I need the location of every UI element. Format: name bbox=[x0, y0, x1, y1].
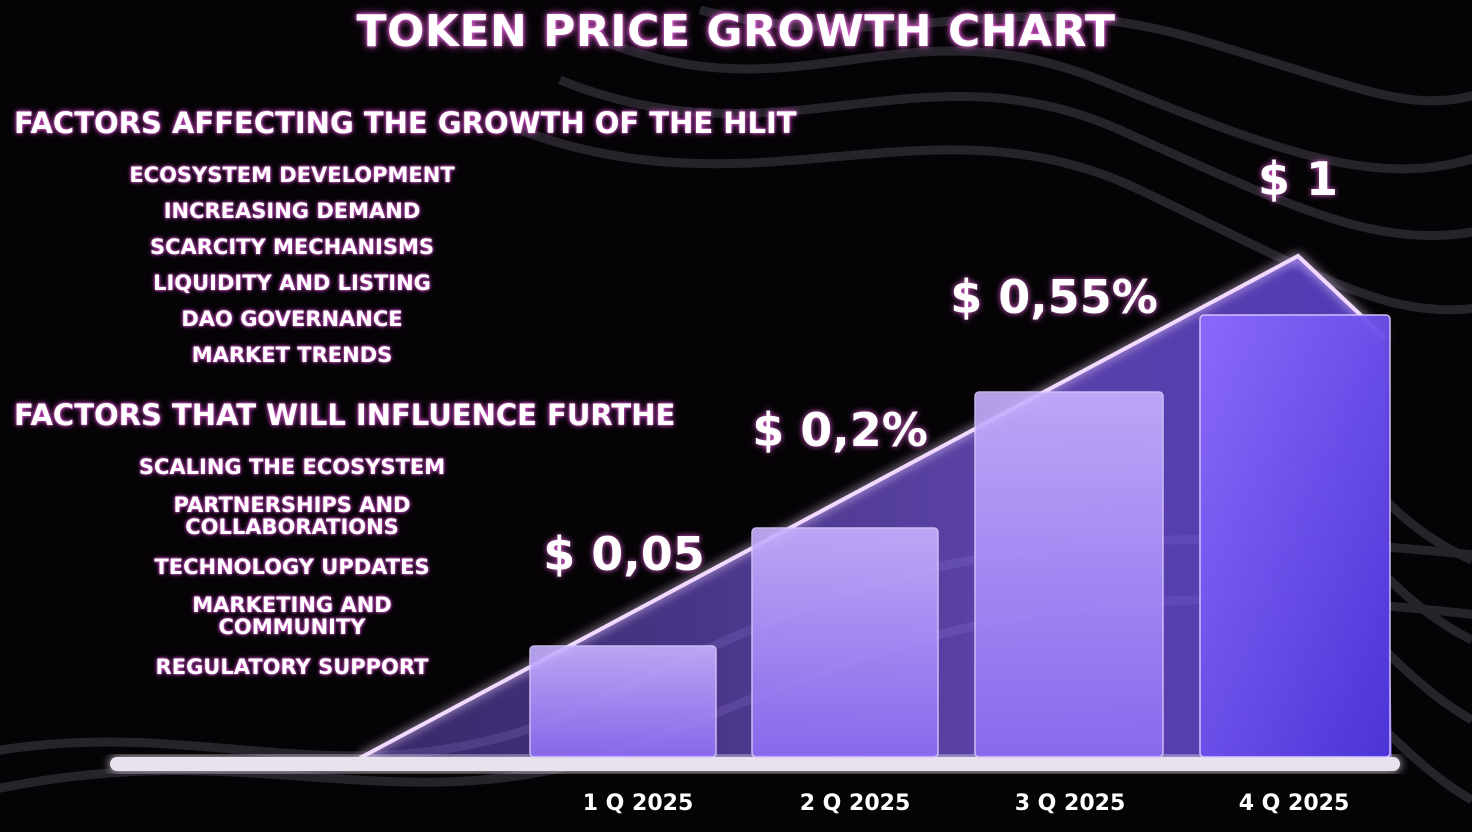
chart-baseline bbox=[110, 757, 1400, 771]
bar-2 bbox=[751, 527, 939, 758]
future-factor-item: REGULATORY SUPPORT bbox=[155, 655, 429, 679]
growth-factor-item: INCREASING DEMAND bbox=[163, 199, 421, 223]
future-factor-item: PARTNERSHIPS AND COLLABORATIONS bbox=[173, 493, 411, 539]
bar-1 bbox=[529, 645, 717, 758]
growth-factor-item: LIQUIDITY AND LISTING bbox=[153, 271, 431, 295]
future-factors-list: SCALING THE ECOSYSTEM PARTNERSHIPS AND C… bbox=[92, 456, 492, 694]
price-label-2: $ 0,2% bbox=[752, 403, 928, 457]
price-label-3: $ 0,55% bbox=[950, 270, 1158, 324]
future-factor-item: SCALING THE ECOSYSTEM bbox=[138, 455, 446, 479]
growth-factors-list: ECOSYSTEM DEVELOPMENT INCREASING DEMAND … bbox=[92, 164, 492, 380]
quarter-label-3: 3 Q 2025 bbox=[1015, 791, 1126, 816]
quarter-label-1: 1 Q 2025 bbox=[583, 791, 694, 816]
bar-3 bbox=[974, 391, 1164, 758]
quarter-label-2: 2 Q 2025 bbox=[800, 791, 911, 816]
growth-triangle-edge bbox=[359, 253, 1387, 760]
price-label-4: $ 1 bbox=[1258, 152, 1338, 206]
bar-4 bbox=[1199, 314, 1391, 758]
growth-factor-item: DAO GOVERNANCE bbox=[181, 307, 403, 331]
future-factors-heading: FACTORS THAT WILL INFLUENCE FURTHE bbox=[14, 398, 676, 432]
growth-factor-item: SCARCITY MECHANISMS bbox=[149, 235, 435, 259]
quarter-label-4: 4 Q 2025 bbox=[1239, 791, 1350, 816]
page-title: TOKEN PRICE GROWTH CHART bbox=[356, 6, 1116, 57]
future-factor-item: MARKETING AND COMMUNITY bbox=[192, 593, 392, 639]
price-label-1: $ 0,05 bbox=[543, 527, 705, 581]
growth-factors-heading: FACTORS AFFECTING THE GROWTH OF THE HLIT bbox=[14, 106, 797, 140]
growth-factor-item: MARKET TRENDS bbox=[191, 343, 393, 367]
growth-factor-item: ECOSYSTEM DEVELOPMENT bbox=[129, 163, 455, 187]
future-factor-item: TECHNOLOGY UPDATES bbox=[154, 555, 430, 579]
